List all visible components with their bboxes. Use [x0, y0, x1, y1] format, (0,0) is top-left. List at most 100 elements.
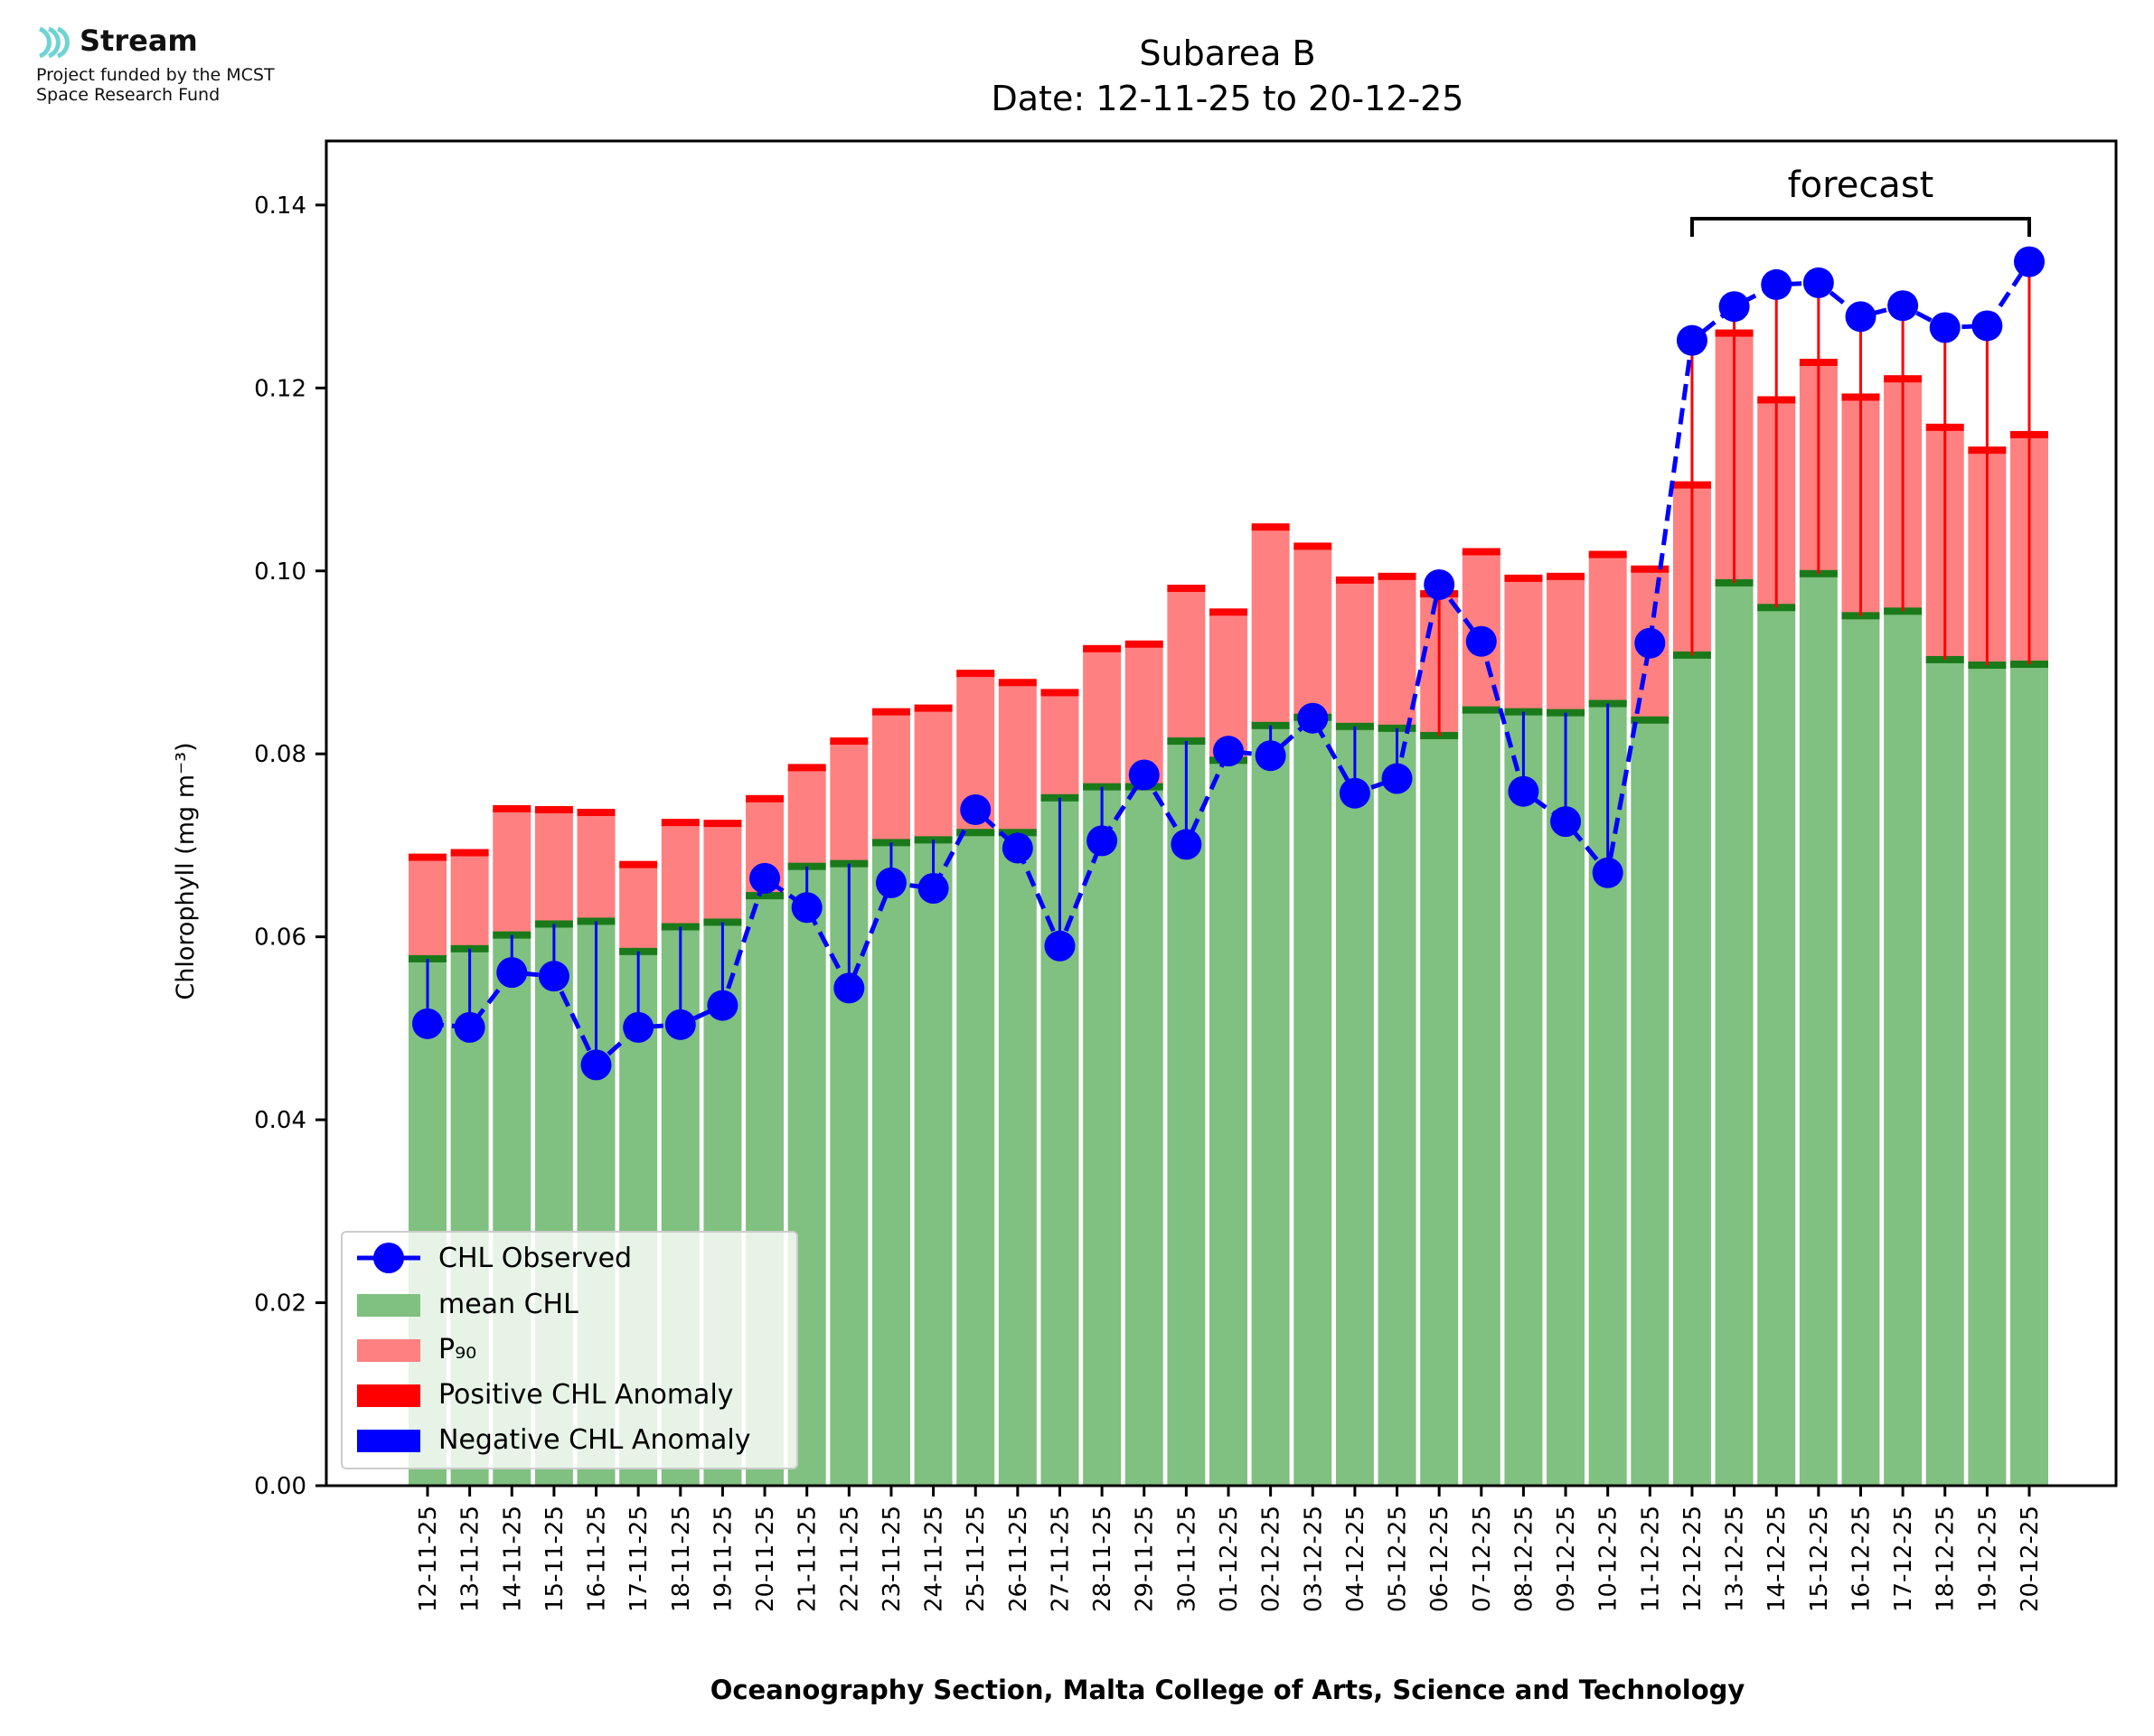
observed-point	[1761, 268, 1792, 300]
p90-cap	[409, 853, 447, 861]
p90-cap	[1378, 572, 1416, 580]
mean-bar	[2010, 664, 2048, 1486]
x-tick-label: 01-12-25	[1216, 1506, 1243, 1612]
mean-bar	[998, 832, 1037, 1486]
stream-logo-icon	[38, 26, 70, 59]
legend-observed-marker	[373, 1243, 404, 1273]
x-tick-label: 03-12-25	[1300, 1506, 1327, 1612]
observed-point	[960, 793, 992, 825]
mean-bar	[914, 840, 953, 1486]
logo-funding-line1: Project funded by the MCST	[36, 65, 275, 85]
axes: 0.00 0.02 0.04 0.06 0.08 0.10 0.12 0.14 12-11-25…	[254, 139, 2118, 1612]
mean-bar	[1167, 741, 1206, 1486]
observed-point	[1171, 829, 1202, 860]
p90-bar	[1251, 527, 1290, 726]
p90-cap	[1083, 644, 1122, 652]
observed-point	[1718, 291, 1750, 323]
axes-frame	[325, 139, 2118, 1487]
p90-cap	[703, 820, 742, 828]
x-tick-label: 14-11-25	[499, 1506, 526, 1612]
mean-bar	[1504, 711, 1543, 1486]
p90-bar	[1547, 576, 1585, 713]
p90-bar	[830, 741, 869, 864]
mean-bar	[871, 842, 910, 1486]
x-tick-label: 02-12-25	[1258, 1506, 1285, 1612]
observed-line	[427, 260, 2032, 1069]
x-tick-label: 15-12-25	[1806, 1506, 1833, 1612]
p90-bar	[871, 711, 910, 843]
p90-bar	[1167, 587, 1206, 742]
p90-bar	[787, 767, 826, 867]
y-tick-label: 0.08	[254, 741, 306, 768]
logo-name: Stream	[80, 23, 198, 58]
x-tick-label: 10-12-25	[1595, 1506, 1623, 1612]
mean-bar	[1420, 735, 1459, 1486]
x-tick-label: 20-11-25	[752, 1506, 779, 1612]
mean-bar	[1925, 659, 1964, 1486]
p90-bar	[450, 852, 489, 949]
observed-point	[1044, 930, 1076, 962]
p90-bar	[1335, 579, 1374, 727]
x-tick-label: 27-11-25	[1047, 1506, 1074, 1612]
chart-title: Subarea B	[1139, 33, 1315, 73]
x-tick-label: 12-11-25	[415, 1506, 442, 1612]
x-tick-label: 30-11-25	[1173, 1506, 1200, 1612]
mean-bar	[1083, 786, 1122, 1486]
observed-point	[1086, 825, 1118, 857]
observed-point	[1634, 627, 1666, 659]
observed-point	[1213, 736, 1244, 767]
observed-point	[1971, 310, 2003, 342]
mean-bar	[1884, 611, 1923, 1486]
logo: Stream Project funded by the MCST Space …	[34, 22, 275, 105]
p90-bar	[1083, 648, 1122, 787]
x-tick-label: 12-12-25	[1679, 1506, 1707, 1612]
p90-cap	[998, 679, 1037, 687]
observed-point	[1929, 312, 1961, 343]
chart-subtitle: Date: 12-11-25 to 20-12-25	[992, 79, 1464, 118]
legend-label-observed: CHL Observed	[438, 1243, 632, 1274]
x-axis-label: Oceanography Section, Malta College of A…	[710, 1675, 1745, 1705]
observed-point	[1887, 290, 1919, 322]
mean-bar	[1209, 760, 1247, 1486]
forecast-label: forecast	[1788, 164, 1934, 206]
x-tick-label: 17-11-25	[626, 1506, 653, 1612]
mean-bar	[1462, 709, 1500, 1486]
y-tick-label: 0.06	[254, 924, 306, 952]
mean-cap	[1462, 706, 1500, 714]
mean-bar	[1293, 717, 1332, 1486]
p90-cap	[534, 805, 573, 813]
p90-bar	[409, 857, 447, 959]
mean-bar	[1124, 786, 1163, 1486]
p90-bar	[1293, 546, 1332, 718]
p90-bar	[914, 708, 953, 840]
observed-point	[1297, 702, 1329, 734]
p90-bar	[577, 812, 616, 922]
mean-bar	[1378, 727, 1416, 1486]
x-tick-label: 04-12-25	[1342, 1506, 1369, 1612]
y-tick-label: 0.12	[254, 375, 306, 402]
observed-point	[664, 1009, 696, 1040]
p90-cap	[1124, 640, 1163, 648]
observed-point	[1802, 267, 1834, 298]
x-tick-label: 14-12-25	[1764, 1506, 1791, 1612]
p90-cap	[619, 860, 658, 868]
forecast-bracket	[1689, 217, 2031, 237]
p90-cap	[871, 708, 910, 716]
legend-label-p90: P₉₀	[438, 1334, 476, 1365]
p90-bar	[1504, 577, 1543, 712]
p90-bar	[1588, 554, 1627, 704]
observed-point	[1255, 740, 1286, 772]
observed-point	[1002, 832, 1033, 864]
y-tick-label: 0.00	[254, 1473, 306, 1500]
p90-bar	[1209, 612, 1247, 761]
y-tick-label: 0.02	[254, 1290, 306, 1318]
p90-cap	[1504, 574, 1543, 582]
observed-point	[1465, 625, 1497, 657]
x-tick-label: 25-11-25	[963, 1506, 990, 1612]
observed-point	[1128, 759, 1160, 791]
p90-bar	[1040, 692, 1079, 798]
observed-point	[1424, 568, 1455, 600]
observed-point	[412, 1008, 443, 1039]
observed-point	[749, 862, 781, 894]
x-tick-label: 21-11-25	[795, 1506, 822, 1612]
